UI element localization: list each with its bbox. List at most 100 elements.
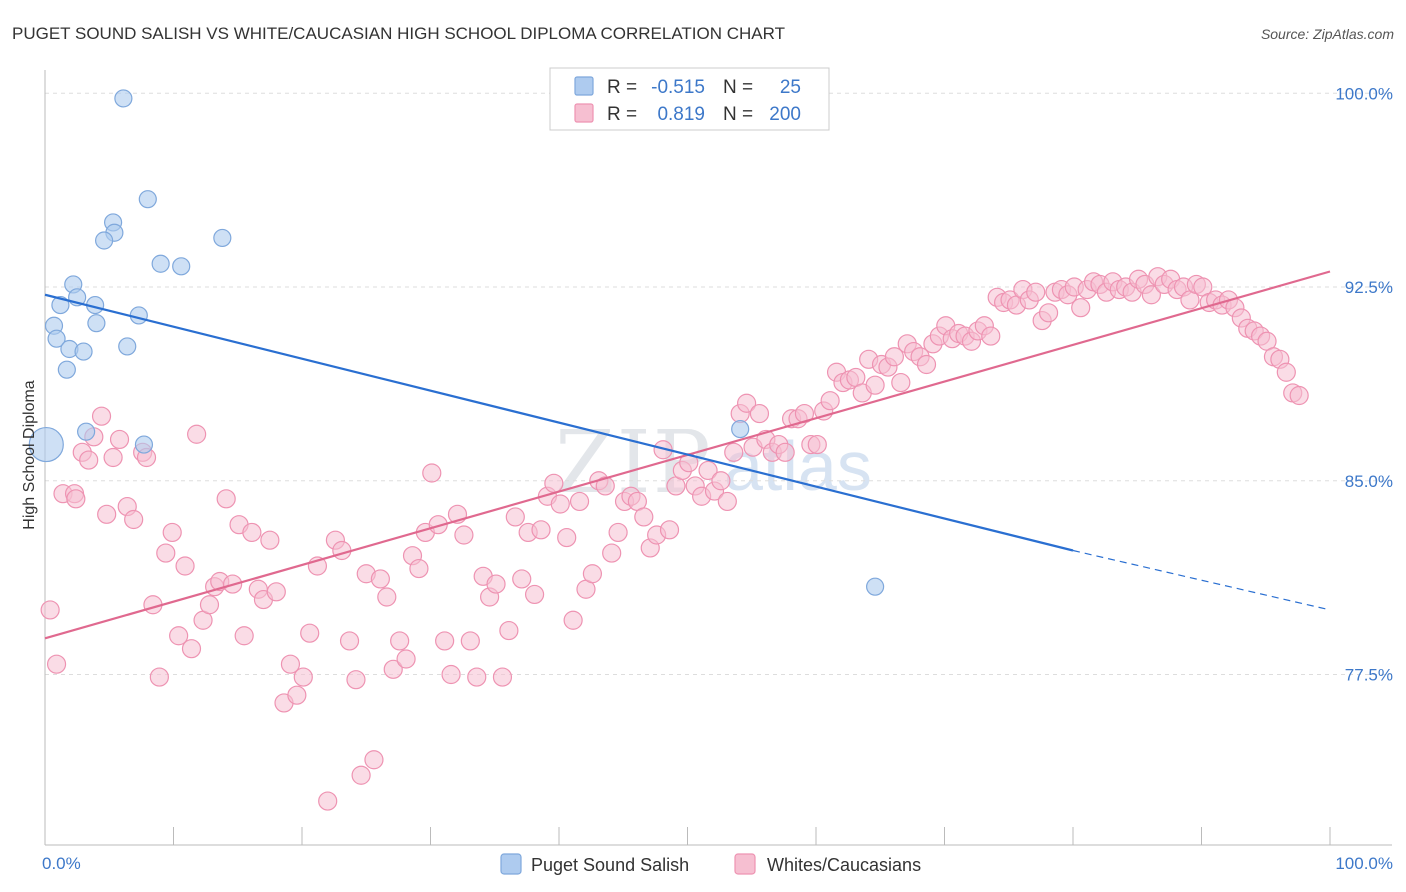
y-tick-labels: 100.0% 92.5% 85.0% 77.5% — [1335, 84, 1393, 684]
whites-caucasians-point — [505, 507, 525, 527]
y-tick-label-0: 100.0% — [1335, 84, 1393, 103]
gridlines — [45, 92, 1392, 675]
puget-sound-salish-point — [151, 254, 170, 273]
whites-caucasians-point — [499, 620, 519, 641]
whites-caucasians-point — [608, 522, 628, 543]
whites-caucasians-point — [1038, 303, 1059, 323]
whites-caucasians-point — [807, 434, 827, 455]
whites-caucasians-point — [749, 403, 770, 424]
whites-caucasians-point — [737, 393, 757, 413]
whites-caucasians-point — [582, 564, 603, 584]
whites-caucasians-point — [287, 685, 307, 705]
puget-sound-salish-point — [172, 257, 191, 276]
chart-source: Source: ZipAtlas.com — [1261, 26, 1394, 42]
legend-row1-r-value: -0.515 — [651, 77, 705, 98]
puget-sound-salish-point — [866, 577, 885, 596]
whites-caucasians-point — [216, 489, 236, 509]
whites-caucasians-point — [300, 623, 320, 643]
whites-caucasians-point — [390, 631, 410, 651]
whites-caucasians-point — [775, 442, 795, 462]
whites-caucasians-point — [981, 326, 1001, 346]
whites-caucasians-point — [550, 494, 570, 514]
puget-sound-salish-point — [129, 306, 148, 325]
legend-row2-r-value: 0.819 — [657, 104, 705, 125]
whites-caucasians-point — [46, 654, 67, 674]
legend-row2-n-label: N = — [723, 104, 753, 125]
whites-caucasians-point — [339, 631, 360, 651]
whites-caucasians-points — [40, 267, 1309, 811]
whites-caucasians-point — [1289, 385, 1309, 406]
legend-row2-n-value: 200 — [769, 104, 801, 125]
whites-caucasians-point — [332, 540, 352, 561]
whites-caucasians-point — [820, 391, 840, 411]
bottom-legend-swatch-blue — [500, 853, 522, 875]
whites-caucasians-point — [318, 791, 338, 811]
whites-caucasians-point — [242, 522, 262, 543]
whites-caucasians-point — [181, 639, 202, 659]
whites-caucasians-point — [486, 574, 506, 594]
legend-row1-n-value: 25 — [780, 77, 801, 98]
whites-caucasians-point — [717, 491, 737, 512]
whites-caucasians-point — [124, 509, 144, 530]
whites-caucasians-point — [266, 582, 286, 602]
whites-caucasians-point — [595, 476, 615, 496]
puget-sound-salish-point — [47, 329, 66, 348]
whites-caucasians-point — [293, 667, 313, 687]
whites-caucasians-point — [149, 667, 169, 687]
whites-caucasians-point — [280, 654, 301, 674]
whites-caucasians-point — [569, 491, 590, 512]
legend-swatch-pink — [574, 103, 594, 123]
whites-caucasians-point — [199, 595, 220, 615]
puget-sound-salish-point — [57, 360, 76, 379]
whites-caucasians-point — [169, 626, 189, 646]
x-tick-labels: 0.0% 100.0% — [42, 854, 1393, 873]
whites-caucasians-point — [370, 569, 390, 589]
axes — [44, 70, 1392, 846]
puget-sound-salish-point — [51, 295, 70, 315]
whites-caucasians-point — [156, 543, 176, 563]
whites-caucasians-point — [711, 471, 731, 491]
whites-caucasians-point — [1276, 362, 1296, 382]
whites-caucasians-point — [103, 447, 123, 468]
bottom-legend-label-salish: Puget Sound Salish — [531, 855, 689, 875]
whites-caucasians-point — [524, 584, 545, 605]
bottom-legend-swatch-pink — [734, 853, 756, 875]
whites-caucasians-point — [1071, 298, 1091, 318]
whites-caucasians-point — [492, 667, 513, 687]
series-legend: Puget Sound Salish Whites/Caucasians — [500, 853, 921, 875]
puget-sound-salish-trend-extension — [1072, 549, 1331, 611]
puget-sound-salish-point — [28, 426, 64, 463]
whites-caucasians-point — [346, 670, 366, 690]
chart-title: PUGET SOUND SALISH VS WHITE/CAUCASIAN HI… — [12, 24, 785, 43]
x-tick-label-1: 100.0% — [1335, 854, 1393, 873]
legend-swatch-blue — [574, 76, 594, 96]
legend-row1-n-label: N = — [723, 77, 753, 98]
whites-caucasians-point — [383, 659, 403, 679]
whites-caucasians-point — [865, 375, 885, 395]
whites-caucasians-point — [364, 750, 384, 770]
whites-caucasians-point — [162, 522, 182, 543]
whites-caucasians-point — [441, 664, 461, 685]
whites-caucasians-point — [187, 424, 207, 444]
whites-caucasians-point — [377, 587, 397, 607]
whites-caucasians-point — [91, 406, 112, 426]
whites-caucasians-point — [698, 460, 718, 481]
whites-caucasians-point — [891, 372, 911, 393]
whites-caucasians-point — [109, 429, 130, 450]
whites-caucasians-point — [396, 649, 416, 669]
whites-caucasians-point — [1026, 282, 1046, 302]
whites-caucasians-point — [724, 442, 744, 462]
whites-caucasians-point — [659, 520, 680, 540]
trend-lines — [44, 270, 1331, 640]
correlation-legend: R = -0.515 N = 25 R = 0.819 N = 200 — [549, 67, 830, 131]
whites-caucasians-point — [40, 600, 60, 620]
puget-sound-salish-point — [87, 314, 106, 333]
whites-caucasians-point — [175, 556, 195, 576]
whites-caucasians-point — [79, 450, 99, 470]
whites-caucasians-point — [460, 631, 480, 651]
whites-caucasians-point — [467, 667, 487, 687]
whites-caucasians-point — [634, 507, 654, 527]
whites-caucasians-point — [563, 610, 583, 630]
puget-sound-salish-point — [138, 190, 157, 209]
whites-caucasians-point — [454, 525, 474, 545]
